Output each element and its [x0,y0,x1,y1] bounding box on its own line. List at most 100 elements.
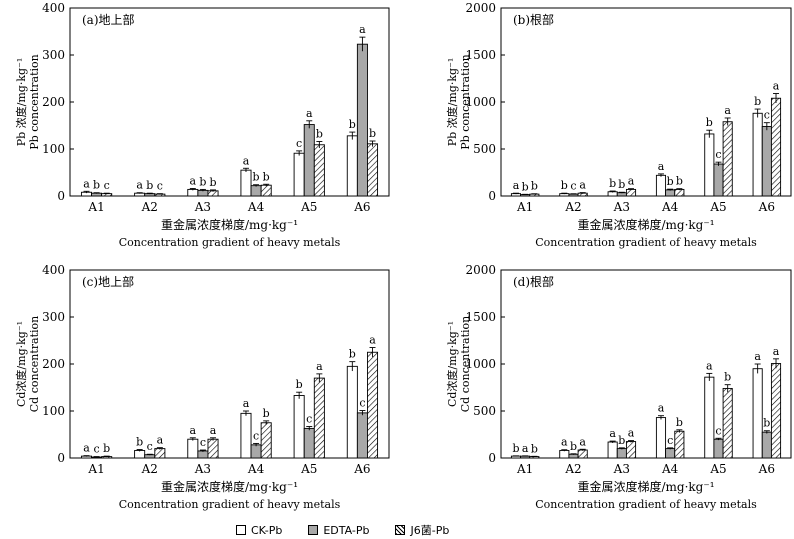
y-axis-label-en: Cd concentration [28,316,41,412]
legend-label-edta: EDTA-Pb [323,523,370,537]
bar [250,185,262,197]
significance-letter: c [715,424,721,437]
legend-swatch-ck [236,525,246,535]
bar [313,144,325,197]
significance-letter: b [103,442,110,455]
x-tick-label: A4 [661,462,679,476]
significance-letter: a [754,350,761,363]
significance-letter: a [579,435,586,448]
significance-letter: a [190,424,197,437]
significance-letter: b [667,175,674,188]
significance-letter: a [628,175,635,188]
significance-letter: b [253,171,260,184]
bar [187,188,199,197]
bar [665,189,676,197]
x-tick-label: A2 [141,200,158,214]
bar [568,453,579,459]
significance-letter: b [618,434,625,447]
significance-letter: a [773,80,780,93]
bar [154,448,166,459]
significance-letter: b [531,442,538,455]
bar [722,121,733,197]
significance-letter: a [513,179,520,192]
significance-letter: a [190,174,197,187]
significance-letter: b [263,407,270,420]
bar [197,450,209,459]
y-axis-label: Cd浓度/mg·kg⁻¹ [14,321,28,407]
plot-frame [69,269,390,459]
bar [713,438,724,459]
y-tick-label: 1500 [465,310,496,324]
y-axis-label: Pb 浓度/mg·kg⁻¹ [445,58,459,147]
y-tick-label: 0 [57,189,65,203]
bar [356,43,368,197]
bar [713,163,724,197]
bar [313,377,325,459]
y-tick-label: 1000 [465,95,496,109]
y-tick-label: 100 [42,142,65,156]
x-tick-label: A6 [353,200,370,214]
x-axis-label: 重金属浓度梯度/mg·kg⁻¹ [577,479,714,494]
bar [625,441,637,459]
panel-label: (d)根部 [513,274,554,289]
significance-letter: a [579,179,586,192]
y-axis-label-en: Pb concentration [459,54,472,149]
bar [577,449,588,459]
significance-letter: a [243,397,250,410]
significance-letter: b [146,179,153,192]
bar [616,192,627,197]
significance-letter: c [104,179,110,192]
panel-label: (c)地上部 [82,274,134,289]
bar [655,174,667,197]
significance-letter: c [200,436,206,449]
bar [293,395,305,459]
y-tick-label: 0 [488,451,496,465]
legend-swatch-j6 [395,525,406,535]
x-tick-label: A6 [758,462,775,476]
x-tick-label: A5 [300,200,317,214]
significance-letter: b [724,371,731,384]
significance-letter: c [147,440,153,453]
bar [250,444,262,459]
significance-letter: a [706,359,713,372]
significance-letter: a [243,154,250,167]
legend-item-edta: EDTA-Pb [308,522,369,538]
bar [207,438,219,459]
bar [346,365,358,459]
panel-label: (a)地上部 [82,12,135,27]
significance-letter: a [359,23,366,36]
x-tick-label: A5 [300,462,317,476]
x-tick-label: A2 [141,462,158,476]
x-axis-label-en: Concentration gradient of heavy metals [119,498,341,511]
bar [722,387,733,459]
chart-panel-3: 0 100 200 300 400 (c)地上部 Cd浓度/mg·kg⁻¹ Cd concen… [14,263,390,511]
x-tick-label: A3 [613,462,630,476]
x-tick-label: A4 [247,462,265,476]
significance-letter: b [676,416,683,429]
y-axis-label: Cd浓度/mg·kg⁻¹ [445,321,459,407]
x-tick-label: A4 [247,200,265,214]
x-tick-label: A3 [194,462,211,476]
significance-letter: c [157,180,163,193]
y-tick-label: 400 [42,263,65,277]
y-axis-label: Pb 浓度/mg·kg⁻¹ [14,58,28,147]
x-tick-label: A3 [194,200,211,214]
x-tick-label: A1 [516,462,533,476]
y-tick-label: 200 [42,95,65,109]
x-tick-label: A4 [661,200,679,214]
bar [356,412,368,459]
significance-letter: c [570,180,576,193]
y-tick-label: 200 [42,357,65,371]
y-tick-label: 1000 [465,357,496,371]
bar [367,143,379,197]
bar [616,448,627,459]
bar [770,97,782,197]
significance-letter: a [628,427,635,440]
chart-panel-1: 0 100 200 300 400 (a)地上部 Pb 浓度/mg·kg⁻¹ Pb conce… [14,1,390,249]
plot-frame [69,7,390,197]
bar [303,124,315,197]
significance-letter: b [199,175,206,188]
significance-letter: c [253,429,259,442]
significance-letter: b [512,442,519,455]
y-tick-label: 0 [57,451,65,465]
